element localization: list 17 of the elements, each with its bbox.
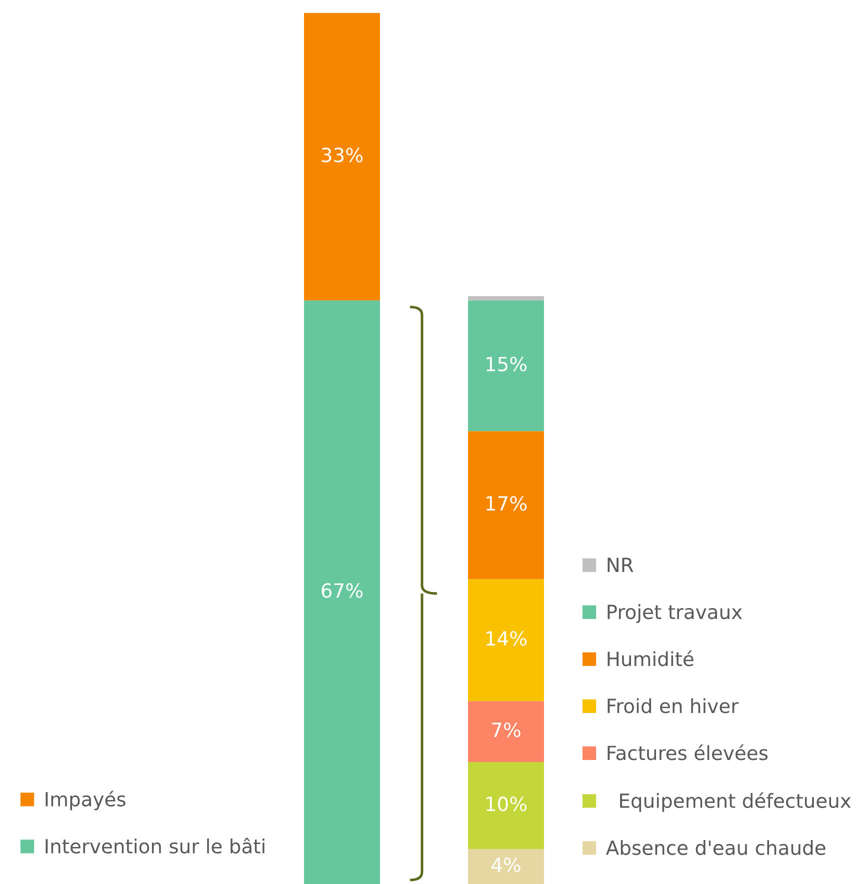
data-label: 15% [486, 356, 527, 372]
legend-label: Absence d'eau chaude [606, 840, 826, 856]
data-label: 14% [486, 631, 527, 646]
legend-label: Projet travaux [608, 604, 742, 623]
legend-label: Humidité [608, 650, 694, 666]
legend-label: NR [608, 558, 634, 572]
data-label: 7% [492, 722, 520, 738]
data-label: 33% [322, 148, 363, 162]
legend-label: Impayés [46, 790, 126, 810]
legend-label: Equipement défectueux [620, 792, 851, 812]
legend-label: Factures élevées [608, 744, 768, 760]
legend-label: Intervention sur le bâti [46, 838, 264, 854]
data-label: 4% [492, 858, 520, 872]
data-label: 67% [322, 583, 363, 598]
data-label: 17% [486, 496, 527, 511]
data-label: 10% [486, 796, 527, 812]
legend-label: Froid en hiver [608, 698, 739, 714]
